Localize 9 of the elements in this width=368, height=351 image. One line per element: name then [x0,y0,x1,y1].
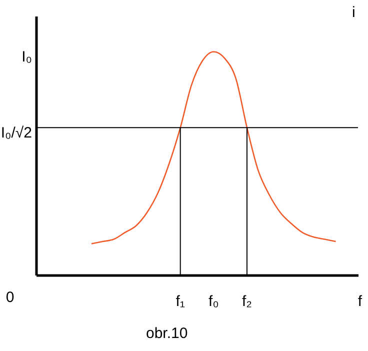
x-axis-title: f [358,293,363,310]
text: f₀ [208,293,219,310]
text: obr.10 [146,325,188,342]
text: I₀ [22,48,32,66]
text: I₀/√2 [0,124,32,142]
text: f₁ [176,293,185,310]
text: 0 [6,289,14,306]
y-axis-title: i [352,4,356,21]
text: f₂ [242,293,252,310]
